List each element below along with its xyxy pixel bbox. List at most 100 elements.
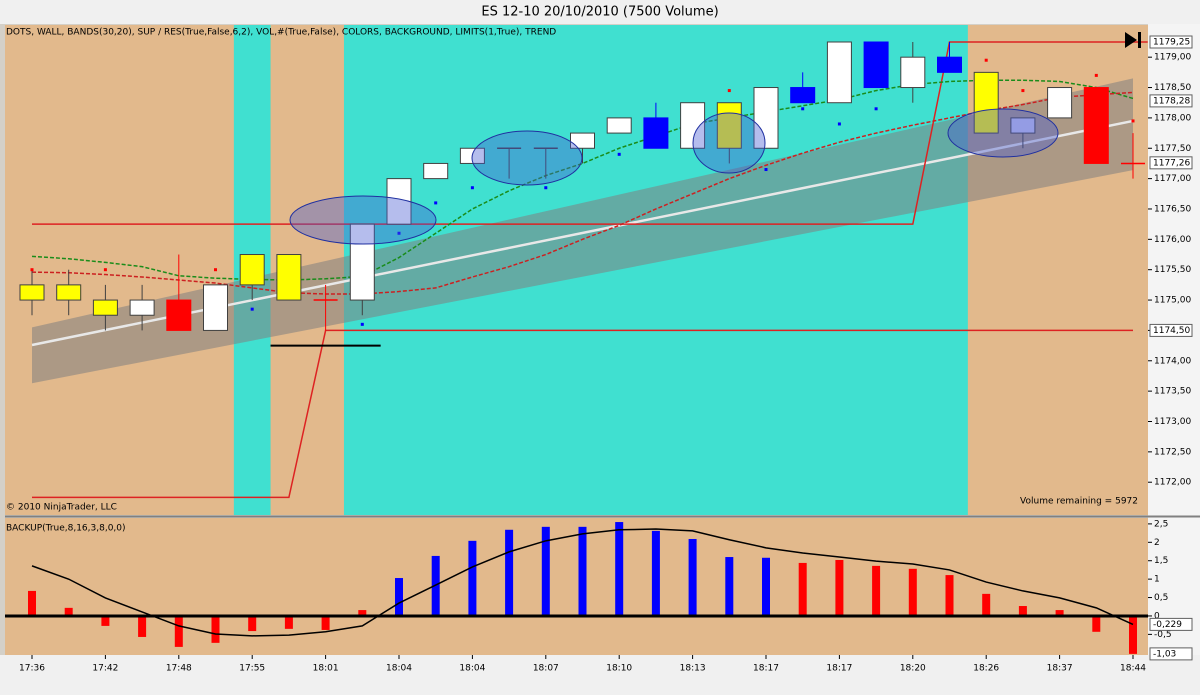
x-tick-label: 18:04 [459, 664, 485, 674]
candle-body [643, 117, 669, 149]
candle-body [239, 254, 265, 286]
candle-body [826, 41, 852, 104]
candle-body [423, 162, 449, 180]
y-tick-label: 1173,50 [1154, 387, 1191, 397]
x-tick-label: 18:17 [826, 664, 852, 674]
price-layer [19, 25, 1148, 515]
moving-average [31, 91, 1134, 295]
dot [1094, 73, 1098, 77]
price-marker-box [1149, 617, 1193, 631]
axis-strip [1148, 24, 1200, 656]
histogram-bar [28, 590, 36, 616]
x-tick-label: 18:20 [900, 664, 926, 674]
dot [727, 89, 731, 93]
price-marker-box [1149, 35, 1193, 49]
price-marker-box [1149, 647, 1193, 661]
time-axis-strip [0, 655, 1200, 695]
end-icon [1125, 32, 1141, 48]
histogram-bar [541, 526, 550, 616]
x-tick-label: 18:07 [533, 664, 559, 674]
price-marker-label: -0,229 [1153, 620, 1182, 630]
candle-body [790, 87, 816, 104]
candle-body [937, 56, 962, 73]
x-tick-label: 18:44 [1120, 664, 1146, 674]
dot [617, 152, 621, 156]
dot [1021, 89, 1025, 93]
histogram-bar [798, 562, 807, 616]
x-tick-label: 17:55 [239, 664, 265, 674]
dot [544, 186, 548, 190]
price-marker-label: 1177,26 [1153, 158, 1190, 168]
y-tick-label: 1178,50 [1154, 83, 1191, 93]
histogram-bar [174, 615, 183, 647]
histogram-bar [762, 557, 770, 616]
indicator-label: DOTS, WALL, BANDS(30,20), SUP / RES(True… [6, 28, 556, 38]
price-marker-label: 1174,50 [1153, 326, 1190, 336]
y-tick-label: 1176,00 [1154, 235, 1191, 245]
oscillator-panel [5, 518, 1148, 655]
y-tick-label: 1179,00 [1154, 53, 1191, 63]
dot [470, 186, 474, 190]
price-marker-box [1149, 323, 1193, 337]
price-marker-label: 1178,28 [1153, 96, 1190, 106]
level-line [32, 41, 1148, 225]
window-title: ES 12-10 20/10/2010 (7500 Volume) [481, 5, 718, 20]
oscillator-label: BACKUP(True,8,16,3,8,0,0) [6, 524, 126, 534]
histogram-bar [872, 565, 881, 616]
y-tick-label: 2 [1154, 538, 1160, 548]
y-tick-label: 1174,00 [1154, 356, 1191, 366]
histogram-bar [1018, 606, 1027, 616]
histogram-bar [284, 615, 293, 629]
histogram-bar [688, 538, 697, 616]
y-tick-label: 1173,00 [1154, 417, 1191, 427]
title-bar [0, 0, 1200, 24]
x-tick-label: 18:04 [386, 664, 412, 674]
candle-body [129, 299, 155, 316]
x-tick-label: 18:26 [973, 664, 999, 674]
candle-body [276, 254, 302, 301]
x-tick-label: 18:17 [753, 664, 779, 674]
dot [30, 268, 34, 272]
dot [214, 268, 217, 272]
candle-body [680, 102, 706, 149]
candle-body [863, 41, 889, 89]
candle-body [166, 299, 192, 331]
copyright: © 2010 NinjaTrader, LLC [6, 503, 117, 513]
candle-body [56, 284, 82, 301]
y-tick-label: 1175,00 [1154, 296, 1191, 306]
dot [103, 268, 107, 272]
histogram-bar [101, 615, 110, 626]
y-tick-label: 1177,50 [1154, 144, 1191, 154]
y-tick-label: 0,5 [1154, 593, 1168, 603]
histogram-bar [64, 607, 73, 616]
candle-body [386, 178, 412, 225]
signal-line [31, 528, 1134, 637]
dot [397, 231, 401, 235]
end-bar [1138, 32, 1141, 48]
y-tick-label: 2,5 [1154, 519, 1168, 529]
price-marker-box [1149, 94, 1193, 108]
candle-body [1047, 87, 1073, 119]
histogram-bar [835, 559, 844, 616]
candle-body [716, 102, 742, 149]
dot [801, 107, 805, 111]
candle-body [19, 284, 45, 301]
candle-body [973, 71, 999, 134]
price-marker-label: -1,03 [1153, 649, 1176, 659]
histogram-bar [468, 540, 477, 616]
oscillator-layer [5, 522, 1148, 654]
histogram-bar [982, 593, 991, 616]
histogram-bar [248, 615, 257, 632]
histogram-bar [358, 610, 367, 616]
ellipse [289, 195, 437, 245]
histogram-bar [1092, 615, 1101, 632]
y-tick-label: 1178,00 [1154, 113, 1191, 123]
y-tick-label: 1,5 [1154, 556, 1168, 566]
histogram-bar [725, 557, 734, 616]
highlight-ellipses [289, 108, 1059, 245]
x-tick-label: 18:10 [606, 664, 632, 674]
dot [764, 168, 768, 172]
y-tick-label: 1 [1154, 575, 1160, 585]
candle-body [753, 87, 779, 149]
y-tick-label: 1177,00 [1154, 174, 1191, 184]
